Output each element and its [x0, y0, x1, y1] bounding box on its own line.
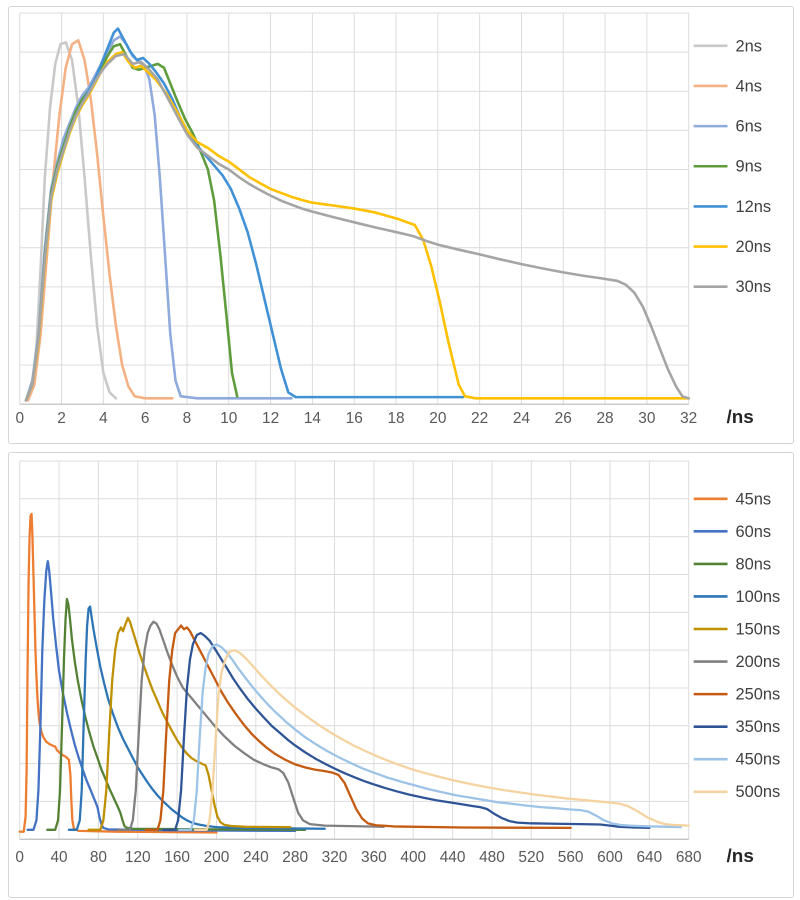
series-12ns-line	[24, 27, 465, 402]
legend-label-80ns: 80ns	[735, 555, 771, 573]
legend-item-100ns: 100ns	[693, 588, 780, 606]
legend-label-350ns: 350ns	[735, 718, 780, 736]
legend-item-200ns: 200ns	[693, 653, 780, 671]
x-tick-label: 6	[141, 410, 150, 427]
legend-label-20ns: 20ns	[735, 238, 771, 256]
series-250ns-line	[144, 624, 572, 831]
legend-item-12ns: 12ns	[693, 198, 771, 216]
x-tick-label: 320	[322, 849, 348, 866]
legend: 2ns 4ns 6ns 9ns 12ns 20ns 30ns	[693, 37, 771, 296]
x-tick-label: 26	[555, 410, 572, 427]
x-tick-label: 16	[346, 410, 363, 427]
legend-label-2ns: 2ns	[735, 37, 761, 55]
x-tick-label: 520	[518, 849, 544, 866]
legend-label-4ns: 4ns	[735, 77, 761, 95]
x-tick-label: 160	[164, 849, 190, 866]
x-tick-label: 240	[243, 849, 269, 866]
legend-label-150ns: 150ns	[735, 620, 780, 638]
x-tick-label: 40	[50, 849, 67, 866]
x-tick-label: 560	[558, 849, 584, 866]
x-tick-label: 400	[400, 849, 426, 866]
legend-item-4ns: 4ns	[693, 77, 762, 95]
series-200ns-line	[116, 620, 385, 831]
legend: 45ns 60ns 80ns 100ns 150ns 200ns 250ns 350ns 450…	[693, 490, 780, 801]
legend-label-30ns: 30ns	[735, 278, 771, 296]
short-gate-chart-canvas: 0 2 4 6 8 10 12 14 16 18 20 22 24 26 28 30 32/ns2ns4ns6n…	[15, 12, 771, 428]
series-9ns-line	[24, 42, 239, 402]
x-tick-label: 4	[99, 410, 108, 427]
series-30ns-line	[24, 52, 690, 402]
x-tick-label: 2	[57, 410, 66, 427]
x-tick-label: 280	[282, 849, 308, 866]
x-tick-label: 640	[636, 849, 662, 866]
x-tick-label: 22	[471, 410, 488, 427]
x-tick-label: 120	[125, 849, 151, 866]
x-tick-label: 14	[304, 410, 322, 427]
x-tick-label: 80	[90, 849, 107, 866]
x-tick-label: 32	[680, 410, 697, 427]
x-axis-unit-label: /ns	[727, 846, 754, 867]
series-100ns-line	[67, 605, 326, 831]
legend-label-250ns: 250ns	[735, 686, 780, 704]
x-tick-label: 28	[596, 410, 613, 427]
legend-item-80ns: 80ns	[693, 555, 771, 573]
legend-item-450ns: 450ns	[693, 751, 780, 769]
x-tick-label: 440	[440, 849, 466, 866]
series-500ns-line	[193, 648, 690, 831]
long-gate-chart-canvas: 0 40 80 120 160 200 240 280 320 360 400 440 480 520 56…	[15, 460, 780, 867]
x-tick-label: 30	[638, 410, 655, 427]
x-tick-label: 12	[262, 410, 279, 427]
legend-item-20ns: 20ns	[693, 238, 771, 256]
series-450ns-line	[177, 643, 682, 831]
long-gate-pulse-chart: 0 40 80 120 160 200 240 280 320 360 400 440 480 520 56…	[8, 452, 794, 898]
x-tick-label: 18	[387, 410, 404, 427]
legend-item-6ns: 6ns	[693, 118, 762, 136]
x-axis-unit-label: /ns	[727, 407, 754, 428]
legend-item-30ns: 30ns	[693, 278, 771, 296]
series-80ns-line	[46, 597, 307, 831]
legend-label-60ns: 60ns	[735, 523, 771, 541]
legend-item-45ns: 45ns	[693, 490, 771, 508]
legend-label-200ns: 200ns	[735, 653, 780, 671]
x-tick-label: 24	[513, 410, 531, 427]
legend-label-100ns: 100ns	[735, 588, 780, 606]
series-350ns-line	[162, 631, 651, 831]
x-tick-label: 20	[429, 410, 446, 427]
series-60ns-line	[26, 560, 297, 833]
legend-label-500ns: 500ns	[735, 783, 780, 801]
legend-item-60ns: 60ns	[693, 523, 771, 541]
x-tick-label: 0	[15, 410, 24, 427]
legend-item-250ns: 250ns	[693, 686, 780, 704]
series-45ns-line	[18, 512, 218, 834]
legend-label-45ns: 45ns	[735, 490, 771, 508]
series-2ns-line	[24, 41, 118, 402]
legend-item-9ns: 9ns	[693, 158, 762, 176]
legend-item-350ns: 350ns	[693, 718, 780, 736]
x-tick-label: 200	[204, 849, 230, 866]
gridlines	[19, 12, 690, 405]
short-gate-pulse-chart: 0 2 4 6 8 10 12 14 16 18 20 22 24 26 28 30 32/ns 2ns 4ns 6n…	[8, 6, 794, 444]
x-tick-label: 0	[15, 849, 24, 866]
x-tick-label: 8	[183, 410, 192, 427]
series-20ns-line	[24, 50, 690, 402]
legend-label-12ns: 12ns	[735, 198, 771, 216]
x-tick-label: 680	[676, 849, 702, 866]
legend-label-9ns: 9ns	[735, 158, 761, 176]
gridlines	[19, 460, 690, 840]
x-tick-label: 600	[597, 849, 623, 866]
x-tick-label: 10	[220, 410, 237, 427]
legend-item-500ns: 500ns	[693, 783, 780, 801]
legend-label-6ns: 6ns	[735, 118, 761, 136]
legend-label-450ns: 450ns	[735, 751, 780, 769]
series-150ns-line	[87, 616, 292, 831]
legend-item-2ns: 2ns	[693, 37, 762, 55]
legend-item-150ns: 150ns	[693, 620, 780, 638]
x-tick-label: 360	[361, 849, 387, 866]
x-tick-label: 480	[479, 849, 505, 866]
